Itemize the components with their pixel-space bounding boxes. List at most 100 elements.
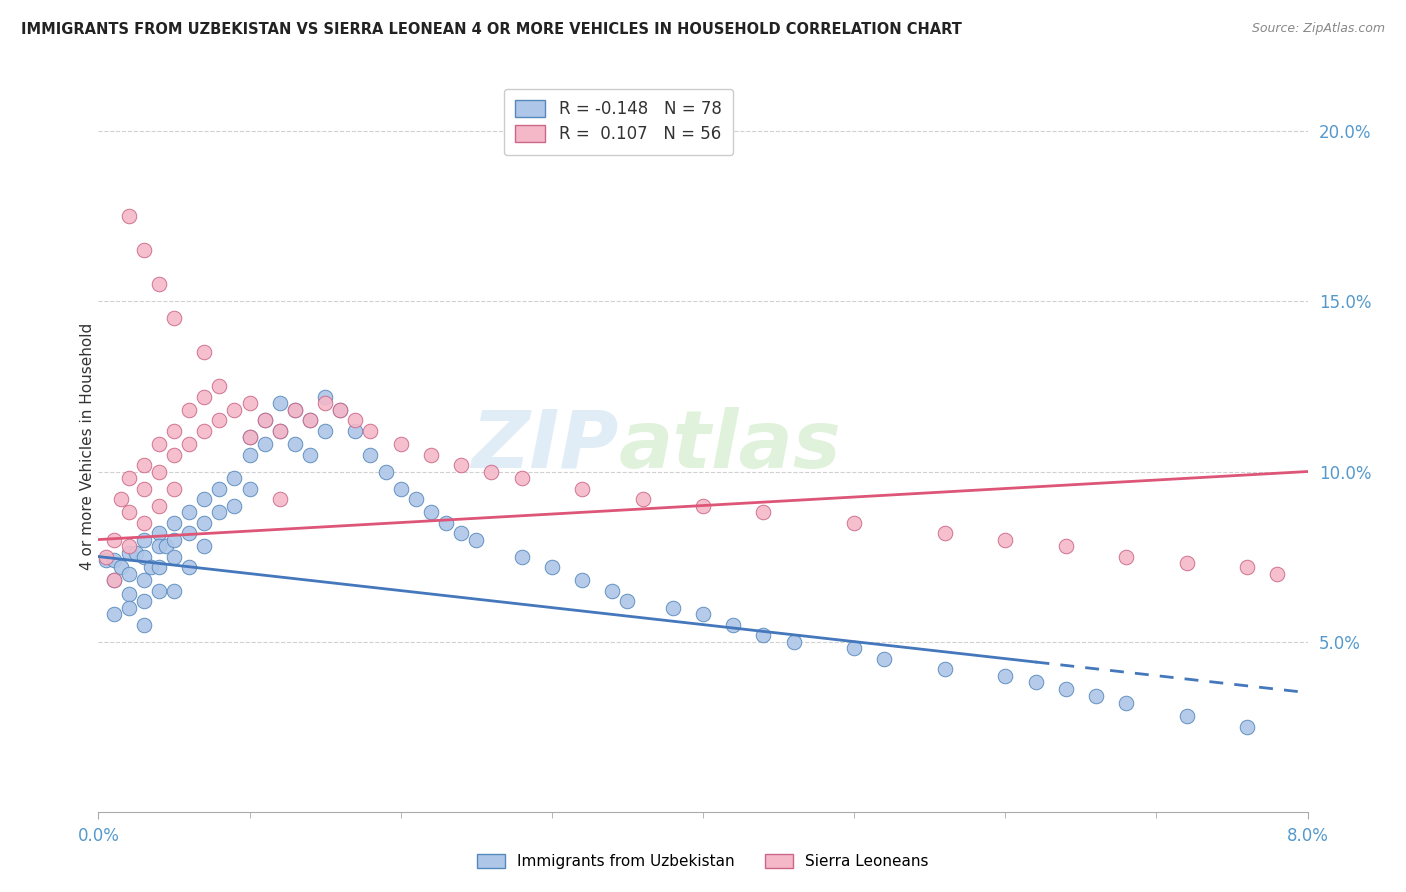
Point (163, 448, 186, 462)
Point (118, 471, 141, 485)
Point (269, 424, 291, 438)
Point (1115, 549, 1137, 564)
Point (193, 516, 215, 530)
Point (155, 540, 177, 554)
Point (389, 482, 412, 496)
Point (253, 437, 276, 451)
Point (299, 448, 322, 462)
Point (360, 448, 382, 462)
Point (420, 448, 443, 462)
Point (132, 244, 155, 258)
Point (148, 525, 170, 540)
Point (329, 403, 352, 417)
Point (783, 634, 806, 648)
Point (284, 403, 307, 417)
Point (752, 505, 775, 519)
Point (1054, 540, 1077, 554)
Point (193, 491, 215, 506)
Point (148, 583, 170, 598)
Point (314, 390, 336, 404)
Point (118, 566, 141, 581)
Point (103, 574, 125, 588)
Point (141, 559, 163, 574)
Point (510, 471, 533, 485)
Point (510, 549, 533, 564)
Point (434, 516, 457, 530)
Point (132, 574, 155, 588)
Point (1236, 559, 1258, 574)
Point (148, 277, 170, 292)
Point (148, 559, 170, 574)
Point (571, 482, 593, 496)
Point (103, 533, 125, 547)
Point (118, 600, 141, 615)
Point (1175, 709, 1198, 723)
Point (132, 458, 155, 472)
Point (193, 390, 215, 404)
Point (994, 533, 1017, 547)
Point (118, 210, 141, 224)
Point (132, 533, 155, 547)
Point (1267, 566, 1289, 581)
Point (94, 549, 117, 564)
Point (253, 413, 276, 427)
Point (299, 413, 322, 427)
Point (193, 345, 215, 359)
Point (661, 600, 683, 615)
Point (269, 396, 291, 410)
Point (179, 403, 201, 417)
Point (360, 424, 382, 438)
Point (269, 424, 291, 438)
Point (1115, 696, 1137, 710)
Point (208, 379, 231, 393)
Point (163, 549, 186, 564)
Point (148, 499, 170, 513)
Point (844, 641, 866, 656)
Point (110, 559, 132, 574)
Point (692, 607, 714, 622)
Point (208, 505, 231, 519)
Point (540, 559, 562, 574)
Point (723, 617, 745, 632)
Point (374, 465, 396, 479)
Point (179, 559, 201, 574)
Point (118, 505, 141, 519)
Point (450, 458, 472, 472)
Point (103, 574, 125, 588)
Point (239, 482, 262, 496)
Point (208, 413, 231, 427)
Point (118, 540, 141, 554)
Point (420, 505, 443, 519)
Point (692, 499, 714, 513)
Point (224, 499, 246, 513)
Point (163, 424, 186, 438)
Point (103, 607, 125, 622)
Point (844, 516, 866, 530)
Point (132, 617, 155, 632)
Point (405, 491, 427, 506)
Point (1236, 720, 1258, 734)
Point (163, 482, 186, 496)
Point (239, 430, 262, 444)
Point (94, 553, 117, 567)
Point (994, 668, 1017, 682)
Point (224, 471, 246, 485)
Point (193, 540, 215, 554)
Point (1054, 682, 1077, 697)
Text: IMMIGRANTS FROM UZBEKISTAN VS SIERRA LEONEAN 4 OR MORE VEHICLES IN HOUSEHOLD COR: IMMIGRANTS FROM UZBEKISTAN VS SIERRA LEO… (21, 22, 962, 37)
Point (344, 424, 367, 438)
Point (163, 311, 186, 326)
Text: Source: ZipAtlas.com: Source: ZipAtlas.com (1251, 22, 1385, 36)
Text: ZIP: ZIP (471, 407, 619, 485)
Point (132, 594, 155, 608)
Point (631, 491, 654, 506)
Point (208, 482, 231, 496)
Point (602, 583, 624, 598)
Y-axis label: 4 or more Vehicles in Household: 4 or more Vehicles in Household (80, 322, 94, 570)
Point (132, 549, 155, 564)
Point (179, 525, 201, 540)
Text: atlas: atlas (619, 407, 841, 485)
Point (389, 437, 412, 451)
Point (253, 413, 276, 427)
Point (616, 594, 638, 608)
